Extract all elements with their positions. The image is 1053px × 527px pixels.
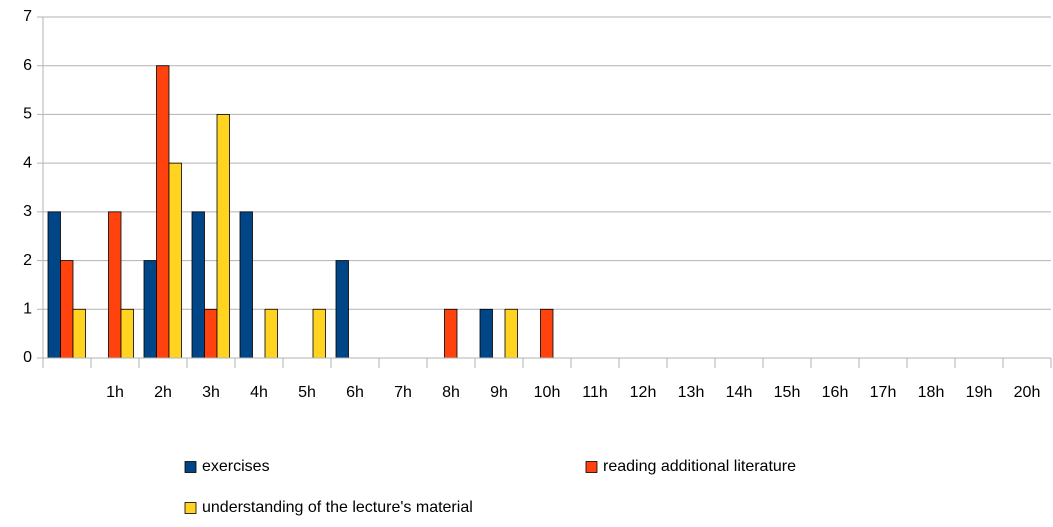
x-tick-label: 12h xyxy=(630,384,657,401)
bar xyxy=(108,211,122,359)
bar xyxy=(264,308,278,359)
x-tick-label: 2h xyxy=(154,384,172,401)
x-tick-label: 5h xyxy=(298,384,316,401)
x-tick-label: 4h xyxy=(250,384,268,401)
bar xyxy=(120,308,134,359)
legend-label: exercises xyxy=(202,458,270,475)
x-tick-label: 3h xyxy=(202,384,220,401)
y-tick-label: 2 xyxy=(23,252,32,269)
y-tick-label: 3 xyxy=(23,203,32,220)
bar xyxy=(143,260,157,359)
x-tick-label: 8h xyxy=(442,384,460,401)
x-tick-label: 17h xyxy=(870,384,897,401)
x-tick-label: 9h xyxy=(490,384,508,401)
y-tick-label: 5 xyxy=(23,106,32,123)
bar xyxy=(204,308,218,359)
x-tick-label: 19h xyxy=(966,384,993,401)
bar xyxy=(504,308,518,359)
legend-swatch xyxy=(184,502,197,514)
x-tick-label: 11h xyxy=(582,384,608,401)
x-tick-label: 15h xyxy=(774,384,801,401)
y-tick-label: 1 xyxy=(23,301,32,318)
bar xyxy=(540,308,554,359)
legend-swatch xyxy=(585,461,598,473)
legend-label: understanding of the lecture's material xyxy=(202,499,473,516)
bar xyxy=(191,211,205,359)
x-tick-label: 16h xyxy=(822,384,849,401)
x-tick-label: 18h xyxy=(918,384,945,401)
bar xyxy=(47,211,61,359)
x-tick-label: 10h xyxy=(534,384,561,401)
x-tick-label: 13h xyxy=(678,384,705,401)
y-tick-label: 0 xyxy=(23,349,32,366)
bar xyxy=(72,308,86,359)
bar xyxy=(335,260,349,359)
bar xyxy=(312,308,326,359)
y-tick-label: 4 xyxy=(23,154,32,171)
bar xyxy=(444,308,458,359)
x-tick-label: 6h xyxy=(346,384,364,401)
bar xyxy=(168,162,182,359)
bar xyxy=(239,211,253,359)
legend-swatch xyxy=(184,461,197,473)
x-tick-label: 14h xyxy=(726,384,753,401)
x-tick-label: 20h xyxy=(1014,384,1041,401)
y-tick-label: 6 xyxy=(23,57,32,74)
bar xyxy=(479,308,493,359)
bar xyxy=(216,114,230,359)
x-tick-label: 1h xyxy=(106,384,124,401)
bar xyxy=(156,65,170,359)
legend-label: reading additional literature xyxy=(603,458,796,475)
x-tick-label: 7h xyxy=(394,384,412,401)
bar xyxy=(60,260,74,359)
y-tick-label: 7 xyxy=(23,8,32,25)
